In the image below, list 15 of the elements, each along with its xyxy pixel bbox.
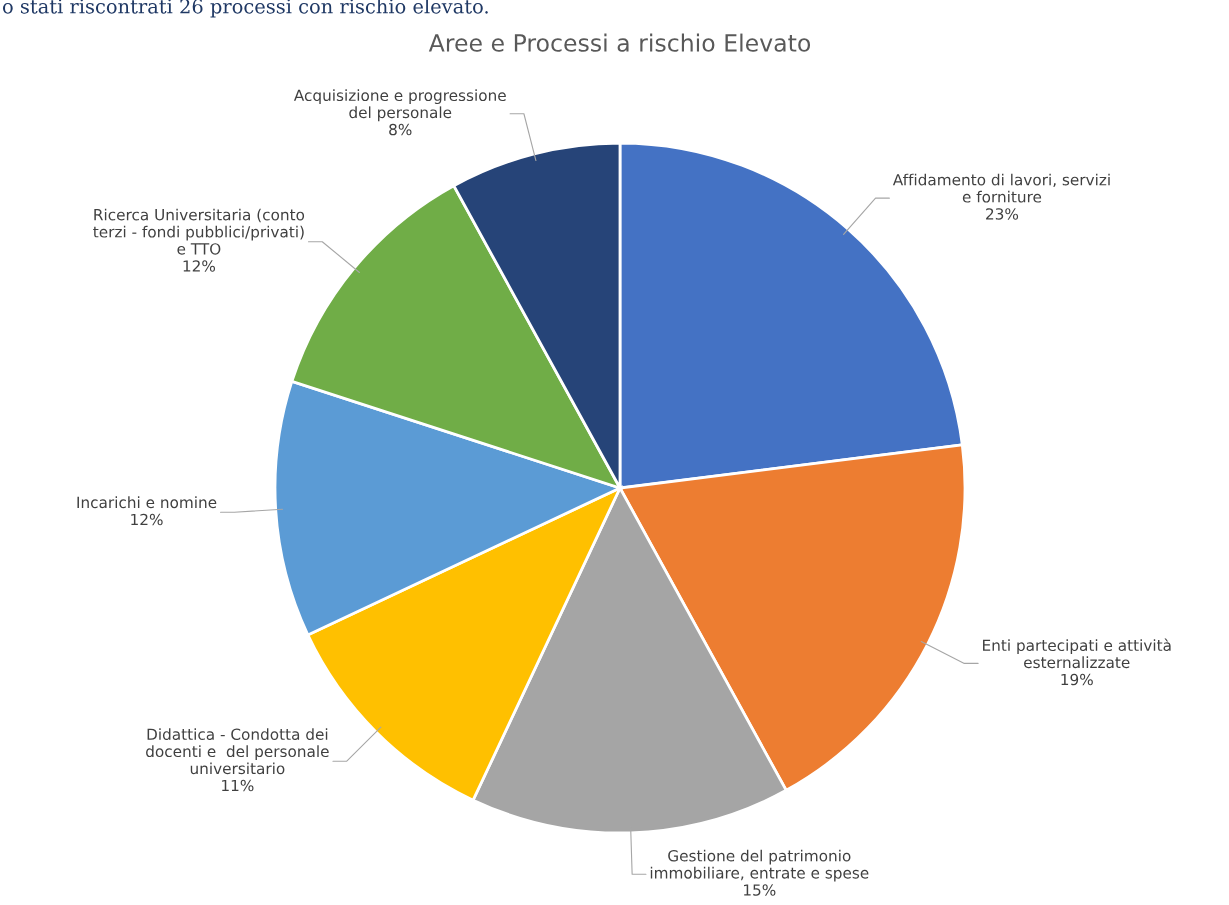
slice-label: Enti partecipati e attività esternalizzate	[983, 638, 1171, 669]
slice-label: Ricerca Universitaria (conto terzi - fondi pubblici/privati) e TTO	[93, 208, 305, 255]
slice-label: Gestione del patrimonio immobiliare, entrate e spese	[650, 849, 869, 882]
slice-label: Didattica - Condotta dei docenti e del personale universitario	[146, 728, 329, 775]
slice-label: Acquisizione e progressione del personale	[293, 89, 506, 122]
slice-label: Incarichi e nomine	[77, 496, 217, 509]
data-label: 8%	[389, 123, 412, 136]
slice-label: Affidamento di lavori, servizi e forniture	[892, 173, 1110, 203]
chart-title: Aree e Processi a rischio Elevato	[428, 33, 811, 52]
data-label: 12%	[183, 260, 216, 272]
data-label: 12%	[131, 513, 163, 526]
data-label: 19%	[1061, 673, 1093, 686]
data-label: 23%	[986, 208, 1019, 220]
data-label: 15%	[744, 884, 776, 896]
data-label: 11%	[222, 779, 254, 792]
